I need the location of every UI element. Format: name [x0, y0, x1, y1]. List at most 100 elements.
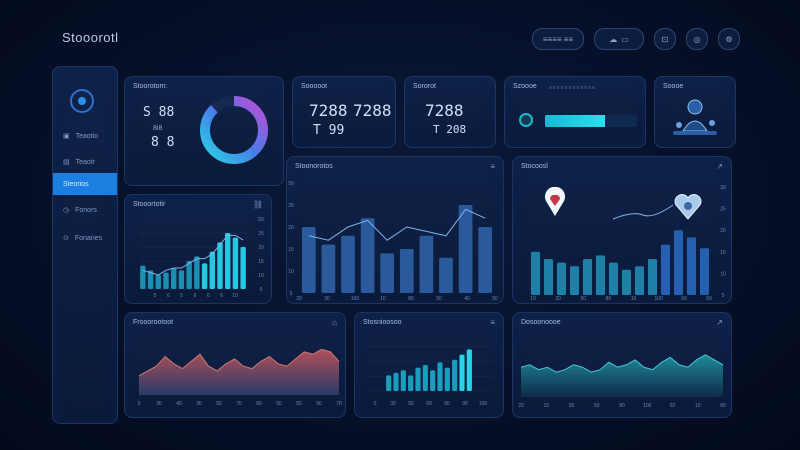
chart-bar: [321, 244, 336, 293]
donut-chart: [200, 96, 268, 164]
settings-button[interactable]: ⚙: [718, 28, 740, 50]
sidebar-item-5[interactable]: ⊙ Fonanes: [53, 227, 117, 249]
x-tick-label: 50: [594, 403, 600, 409]
chart-bar: [478, 227, 493, 293]
kpi-card-avatar: Soooe: [654, 76, 736, 148]
x-tick-label: 20: [296, 296, 302, 302]
x-tick-label: 30: [324, 296, 330, 302]
sidebar-item-4[interactable]: ◷ Fonors: [53, 199, 117, 221]
chart-bar: [673, 230, 684, 295]
progress-track: [545, 115, 637, 127]
y-tick-label: 10: [258, 273, 264, 279]
trend-line: [308, 208, 486, 241]
y-tick-label: 10: [288, 269, 294, 275]
x-tick-label: 50: [581, 296, 587, 302]
cloud-button[interactable]: ☁ ▭: [594, 28, 644, 50]
target-icon[interactable]: [70, 89, 94, 113]
sidebar-item-label: Fonanes: [74, 234, 103, 242]
x-tick-label: 90: [316, 401, 322, 407]
x-tick-label: 30: [156, 401, 162, 407]
chart-title: Dosoonoooe: [521, 319, 561, 326]
area-fill: [521, 354, 723, 397]
x-tick-label: 6: [194, 293, 197, 299]
gear-icon: ⊙: [63, 235, 69, 242]
trend-line: [142, 234, 244, 276]
globe-button[interactable]: ◎: [686, 28, 708, 50]
x-tick-label: 20: [518, 403, 524, 409]
chart-bar: [699, 248, 710, 295]
chart-bar: [608, 262, 619, 295]
home-icon[interactable]: ⌂: [332, 318, 337, 327]
area-fill: [139, 349, 339, 395]
x-tick-label: 6: [220, 293, 223, 299]
chart-title: Stooortotir: [133, 201, 166, 208]
chart-bar: [439, 257, 453, 293]
menu-button[interactable]: ≡: [490, 318, 495, 327]
chart-bar: [399, 249, 414, 293]
card-title: Stoorotom:: [133, 83, 168, 90]
settings-icon: ⚙: [725, 34, 733, 44]
chart-bar: [147, 270, 154, 289]
chart-bar: [178, 270, 185, 289]
x-tick-label: 5: [180, 293, 183, 299]
x-tick-label: 55: [296, 401, 302, 407]
sidebar: ▣ Teaotio ▤ Teaotr Steorios ◷ Fonors ⊙ F…: [52, 66, 118, 424]
chart-bar: [686, 237, 697, 295]
chart-bar: [140, 265, 146, 289]
y-tick-label: 25: [288, 203, 294, 209]
monitor-button[interactable]: ⊡: [654, 28, 676, 50]
sidebar-item-2[interactable]: ▤ Teaotr: [53, 151, 117, 173]
chart-bar: [634, 266, 645, 295]
card-title: Soooe: [663, 83, 684, 90]
chart-bar: [400, 370, 406, 391]
x-tick-label: 50: [276, 401, 282, 407]
x-tick-label: 60: [426, 401, 432, 407]
card-subtitle: ≡≡≡≡≡≡≡≡≡≡≡≡: [549, 85, 597, 91]
chart-bar: [415, 367, 421, 391]
top-toolbar: ≡≡≡≡ ≡≡ ☁ ▭ ⊡ ◎ ⚙: [532, 28, 740, 50]
y-tick-label: 5: [290, 291, 293, 297]
x-tick-label: 100: [351, 296, 360, 302]
x-tick-label: 80: [256, 401, 262, 407]
sidebar-item-label: Teaotr: [75, 158, 96, 166]
expand-icon[interactable]: ↗: [716, 162, 723, 171]
menu-button[interactable]: ≡: [490, 162, 495, 171]
trend-line: [612, 204, 674, 220]
x-tick-label: 6: [207, 293, 210, 299]
chart-bar: [201, 263, 208, 289]
chart-bar: [209, 251, 215, 289]
y-tick-label: 10: [720, 271, 726, 277]
kpi-label: 8i8: [153, 125, 163, 132]
bar-card-bottom: Stosnioosoo ≡ 0 30 50 60 80 90 100: [354, 312, 504, 418]
globe-icon: ◎: [693, 34, 701, 44]
chart-bar: [466, 349, 472, 391]
area-card-right: Dosoonoooe ↗ 20 15 30 50 80 100 50 10 80: [512, 312, 732, 418]
kpi-value: T 99: [313, 123, 345, 138]
chart-card-right: Stocoosl ↗ 30 25 20 15 10 5 10 20 50 80 10 100 50 50: [512, 156, 732, 304]
x-tick-label: 0: [138, 401, 141, 407]
chart-bar: [458, 205, 473, 293]
chart-bar: [341, 235, 355, 293]
chart-bar: [660, 244, 671, 295]
chart-bar: [452, 359, 458, 391]
sidebar-item-1[interactable]: ▣ Teaotio: [53, 125, 117, 147]
x-tick-label: 50: [706, 296, 712, 302]
chart-bar: [582, 259, 593, 295]
expand-icon[interactable]: ↗: [716, 318, 723, 327]
chart-bar: [232, 237, 239, 289]
chart-title: Stosnioosoo: [363, 319, 402, 326]
card-title: Sooooot: [301, 83, 328, 90]
folder-icon: ▤: [63, 159, 70, 166]
sidebar-item-3[interactable]: Steorios: [53, 173, 117, 195]
y-tick-label: 25: [258, 231, 264, 237]
area-card-left: Frooorootoot ⌂ 0 30 40 30 50 70 80 50 55 90 70: [124, 312, 346, 418]
chart-bar: [569, 266, 580, 295]
chart-bar: [408, 375, 414, 391]
heart-scan-icon: [674, 194, 702, 220]
bar-chart-bottom: 0 30 50 60 80 90 100: [365, 346, 493, 407]
search-pill[interactable]: ≡≡≡≡ ≡≡: [532, 28, 584, 50]
link-icon[interactable]: ⛓: [252, 200, 263, 209]
y-tick-label: 50: [288, 181, 294, 187]
cloud-icon: ☁: [609, 34, 618, 44]
x-tick-label: 10: [380, 296, 386, 302]
